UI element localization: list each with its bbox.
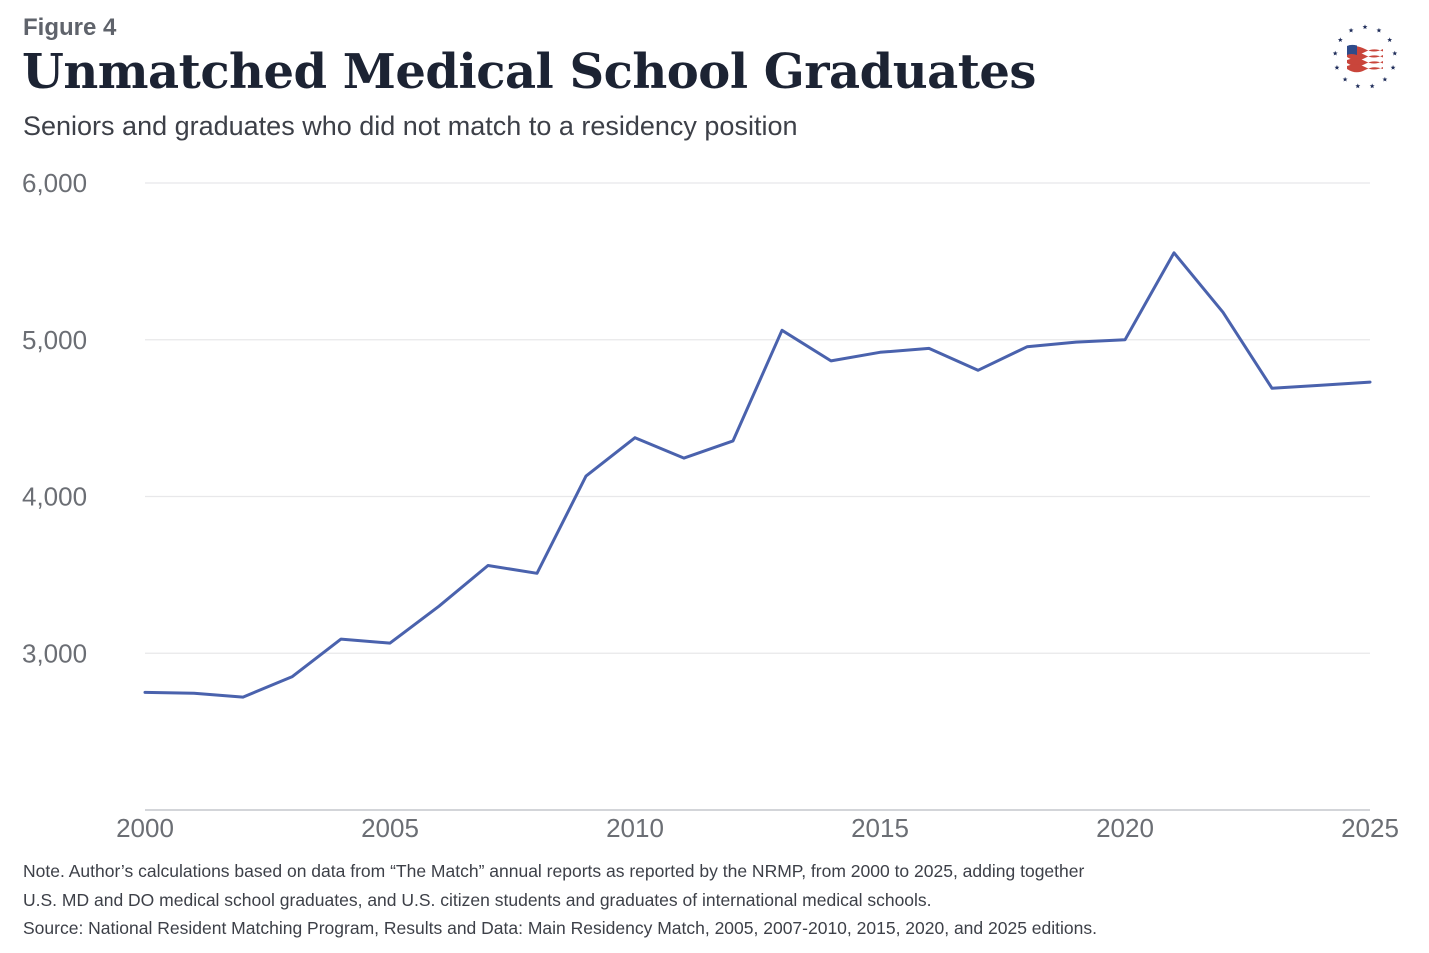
data-point xyxy=(438,605,441,608)
data-point xyxy=(1124,338,1127,341)
data-point xyxy=(536,572,539,575)
x-tick-label: 2010 xyxy=(606,813,664,843)
notes: Note. Author’s calculations based on dat… xyxy=(23,857,1413,943)
data-point xyxy=(242,696,245,699)
data-point xyxy=(781,329,784,332)
star-icon xyxy=(1369,83,1375,89)
y-tick-label: 3,000 xyxy=(22,638,87,668)
series-layer xyxy=(143,251,1372,699)
data-point xyxy=(144,691,147,694)
star-icon xyxy=(1382,76,1388,82)
y-axis: 3,000 4,000 5,000 6,000 xyxy=(22,168,87,668)
y-tick-label: 4,000 xyxy=(22,482,87,512)
y-tick-label: 5,000 xyxy=(22,325,87,355)
data-point xyxy=(1222,311,1225,314)
source-line: Source: National Resident Matching Progr… xyxy=(23,918,1097,938)
star-icon xyxy=(1390,65,1396,70)
note-line-1: Note. Author’s calculations based on dat… xyxy=(23,861,1085,881)
data-point xyxy=(291,675,294,678)
data-point xyxy=(879,351,882,354)
data-point xyxy=(1173,251,1176,254)
data-point xyxy=(340,638,343,641)
data-point xyxy=(1369,381,1372,384)
data-point xyxy=(928,347,931,350)
data-point xyxy=(1026,345,1029,348)
data-point xyxy=(1320,384,1323,387)
data-point xyxy=(683,457,686,460)
star-icon xyxy=(1332,50,1338,56)
star-icon xyxy=(1392,50,1398,56)
note-line-2: U.S. MD and DO medical school graduates,… xyxy=(23,889,932,910)
x-tick-label: 2025 xyxy=(1341,813,1399,843)
star-icon xyxy=(1376,27,1382,33)
star-icon xyxy=(1334,65,1340,70)
figure-label: Figure 4 xyxy=(23,14,117,41)
flag-with-stars-circle-icon xyxy=(1332,24,1398,89)
star-icon xyxy=(1342,76,1348,82)
data-point xyxy=(977,369,980,372)
chart-subtitle: Seniors and graduates who did not match … xyxy=(23,111,798,141)
data-point xyxy=(1271,387,1274,390)
x-tick-label: 2000 xyxy=(116,813,174,843)
data-point xyxy=(732,439,735,442)
chart-title: Unmatched Medical School Graduates xyxy=(22,44,1036,100)
flag-icon xyxy=(1347,44,1383,73)
star-ring xyxy=(1332,24,1398,89)
series-line xyxy=(143,251,1372,699)
x-axis: 2000 2005 2010 2015 2020 2025 xyxy=(116,809,1399,843)
data-point xyxy=(193,692,196,695)
data-point xyxy=(634,436,637,439)
x-tick-label: 2020 xyxy=(1096,813,1154,843)
y-tick-label: 6,000 xyxy=(22,168,87,198)
star-icon xyxy=(1387,37,1393,43)
x-tick-label: 2015 xyxy=(851,813,909,843)
data-point xyxy=(830,359,833,362)
gridlines xyxy=(145,182,1370,654)
star-icon xyxy=(1337,37,1343,43)
data-point xyxy=(1075,341,1078,344)
data-point xyxy=(585,475,588,478)
star-icon xyxy=(1355,83,1361,89)
star-icon xyxy=(1362,24,1368,30)
star-icon xyxy=(1348,27,1354,33)
data-point xyxy=(389,642,392,645)
data-point xyxy=(487,564,490,567)
x-tick-label: 2005 xyxy=(361,813,419,843)
